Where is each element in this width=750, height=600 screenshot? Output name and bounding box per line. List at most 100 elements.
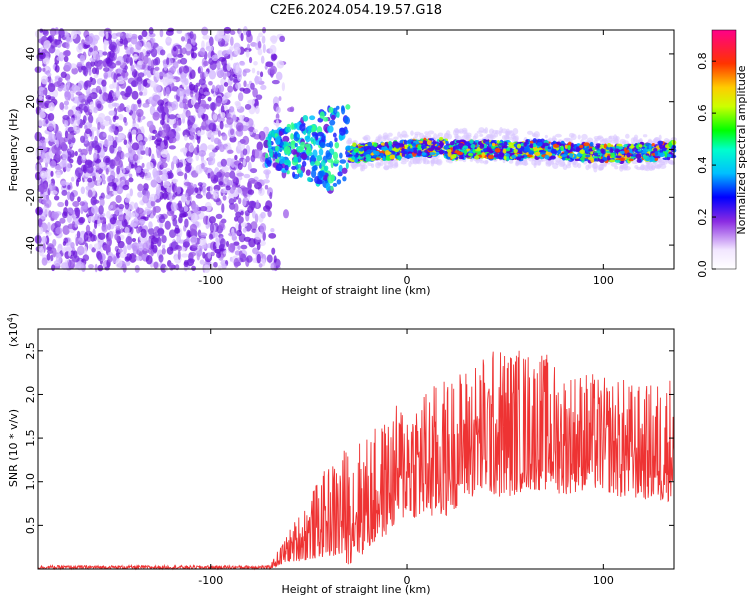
spectrogram-noise-mark bbox=[203, 167, 209, 173]
spectrogram-noise-mark bbox=[218, 181, 224, 186]
spectrogram-noise-mark bbox=[189, 127, 196, 136]
spectrogram-noise-mark bbox=[262, 179, 270, 184]
spectrogram-noise-mark bbox=[196, 144, 200, 154]
spectrogram-noise-mark bbox=[236, 71, 243, 82]
spectrogram-noise-mark bbox=[259, 222, 267, 233]
spectrogram-signal-mark bbox=[532, 143, 537, 148]
x-tick-label: -100 bbox=[198, 274, 223, 287]
spectrogram-noise-mark bbox=[41, 257, 48, 266]
spectrogram-signal-mark bbox=[355, 153, 359, 158]
spectrogram-noise-mark bbox=[102, 91, 108, 102]
spectrogram-noise-mark bbox=[189, 83, 196, 91]
spectrogram-noise-mark bbox=[142, 242, 149, 252]
spectrogram-noise-mark bbox=[208, 216, 216, 224]
spectrogram-transition-mark bbox=[267, 139, 272, 148]
spectrogram-transition-mark bbox=[300, 153, 308, 160]
spectrogram-signal-mark bbox=[589, 141, 594, 147]
spectrogram-noise-mark bbox=[124, 256, 131, 262]
spectrogram-transition-mark bbox=[325, 152, 332, 160]
spectrogram-halo-mark bbox=[597, 164, 604, 171]
spectrogram-noise-mark bbox=[246, 43, 251, 50]
spectrogram-noise-mark bbox=[166, 57, 170, 66]
spectrogram-noise-mark bbox=[88, 264, 94, 269]
spectrogram-noise-mark bbox=[131, 238, 137, 243]
spectrogram-transition-mark bbox=[313, 164, 318, 171]
spectrogram-noise-mark bbox=[247, 99, 256, 105]
spectrogram-noise-mark bbox=[83, 105, 89, 113]
spectrogram-noise-mark bbox=[39, 170, 47, 179]
spectrogram-transition-mark bbox=[268, 148, 274, 158]
spectrogram-transition-mark bbox=[305, 169, 311, 176]
spectrogram-noise-mark bbox=[35, 206, 44, 216]
spectrogram-noise-mark bbox=[42, 139, 46, 149]
spectrogram-halo-mark bbox=[544, 134, 548, 139]
spectrogram-noise-mark bbox=[130, 64, 135, 72]
spectrogram-noise-mark bbox=[205, 103, 210, 110]
spectrogram-signal-mark bbox=[469, 139, 474, 144]
spectrogram-noise-mark bbox=[178, 206, 185, 213]
spectrogram-noise-mark bbox=[165, 29, 174, 36]
spectrogram-transition-mark bbox=[275, 136, 281, 145]
spectrogram-noise-mark bbox=[180, 148, 185, 153]
spectrogram-halo-mark bbox=[367, 162, 373, 167]
spectrogram-noise-mark bbox=[83, 246, 88, 256]
spectrogram-halo-mark bbox=[577, 134, 581, 140]
spectrogram-noise-mark bbox=[254, 232, 263, 240]
y-tick-label: 20 bbox=[24, 95, 37, 109]
spectrogram-noise-mark bbox=[97, 60, 103, 70]
spectrogram-noise-mark bbox=[158, 254, 164, 263]
spectrogram-halo-mark bbox=[430, 159, 435, 165]
spectrogram-noise-mark bbox=[146, 172, 152, 179]
spectrogram-noise-mark bbox=[209, 102, 217, 111]
spectrogram-noise-mark bbox=[76, 230, 81, 239]
spectrogram-noise-mark bbox=[55, 139, 59, 148]
spectrogram-signal-mark bbox=[481, 152, 486, 158]
spectrogram-transition-mark bbox=[292, 156, 299, 163]
spectrogram-noise-mark bbox=[143, 55, 149, 65]
spectrogram-noise-mark bbox=[259, 156, 266, 163]
spectrogram-noise-mark bbox=[134, 202, 139, 210]
spectrogram-transition-mark bbox=[305, 135, 311, 143]
spectrogram-noise-mark bbox=[266, 254, 273, 263]
spectrogram-noise-mark bbox=[196, 133, 201, 144]
spectrogram-noise-mark bbox=[138, 72, 145, 78]
spectrogram-noise-mark bbox=[230, 128, 235, 136]
spectrogram-noise-mark bbox=[219, 120, 224, 130]
spectrogram-noise-mark bbox=[63, 120, 69, 128]
spectrogram-noise-mark bbox=[229, 30, 236, 35]
spectrogram-noise-mark bbox=[40, 183, 48, 193]
spectrogram-noise-mark bbox=[94, 213, 101, 221]
spectrogram-noise-mark bbox=[47, 221, 51, 232]
spectrogram-noise-mark bbox=[152, 111, 160, 121]
spectrogram-noise-mark bbox=[237, 245, 241, 251]
spectrogram-noise-mark bbox=[270, 262, 276, 271]
spectrogram-noise-mark bbox=[160, 119, 165, 126]
snr-x-label: Height of straight line (km) bbox=[281, 583, 430, 596]
spectrogram-noise-mark bbox=[252, 247, 259, 255]
spectrogram-noise-mark bbox=[158, 215, 166, 224]
spectrogram-halo-mark bbox=[642, 134, 648, 138]
spectrogram-noise-mark bbox=[98, 205, 104, 215]
spectrogram-noise-mark bbox=[38, 246, 45, 257]
spectrogram-signal-mark bbox=[438, 141, 444, 146]
spectrogram-noise-mark bbox=[165, 86, 170, 97]
spectrogram-noise-mark bbox=[233, 203, 239, 213]
spectrogram-noise-mark bbox=[198, 150, 207, 157]
spectrogram-noise-mark bbox=[120, 228, 124, 233]
spectrogram-halo-mark bbox=[346, 139, 352, 145]
spectrogram-noise-mark bbox=[247, 161, 252, 172]
spectrogram-halo-mark bbox=[493, 132, 499, 138]
spectrogram-noise-mark bbox=[125, 105, 131, 114]
spectrogram-signal-mark bbox=[527, 154, 533, 158]
spectrogram-noise-mark bbox=[232, 114, 237, 121]
spectrogram-halo-mark bbox=[533, 131, 540, 138]
spectrogram-halo-mark bbox=[555, 160, 560, 166]
spectrogram-noise-mark bbox=[269, 191, 273, 200]
spectrogram-noise-mark bbox=[89, 76, 93, 83]
spectrogram-noise-mark bbox=[188, 251, 196, 257]
spectrogram-noise-mark bbox=[54, 213, 58, 221]
spectrogram-noise-mark bbox=[108, 102, 112, 108]
y-tick-label: 1.0 bbox=[24, 473, 37, 491]
spectrogram-noise-mark bbox=[49, 27, 57, 37]
spectrogram-signal-mark bbox=[638, 144, 643, 148]
